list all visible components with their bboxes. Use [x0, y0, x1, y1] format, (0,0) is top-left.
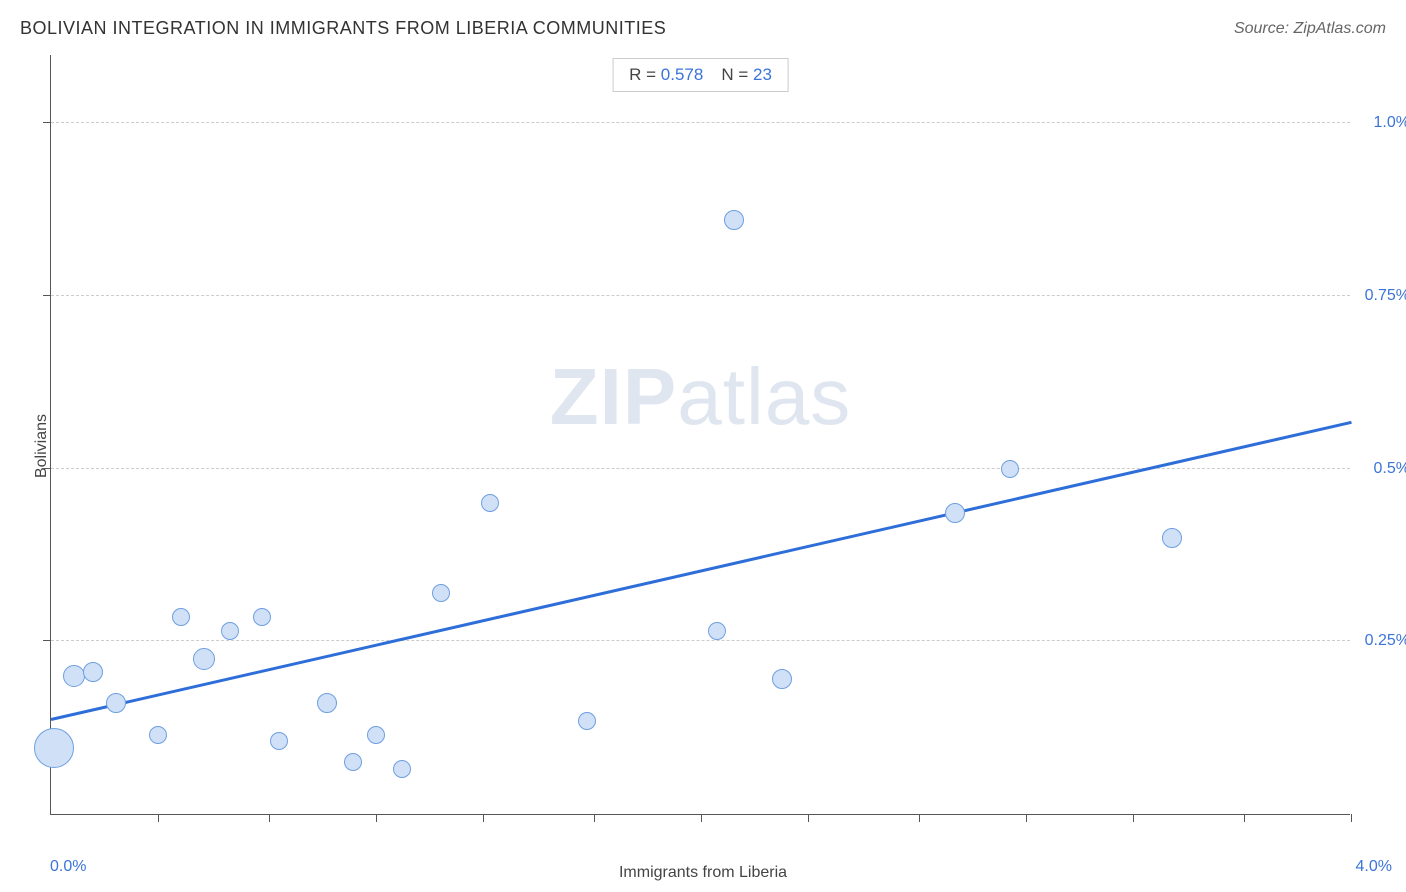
y-tick: [43, 640, 51, 641]
x-tick: [269, 814, 270, 822]
data-point: [34, 728, 74, 768]
x-tick: [808, 814, 809, 822]
data-point: [393, 760, 411, 778]
x-tick: [594, 814, 595, 822]
data-point: [63, 665, 85, 687]
gridline-h: [51, 640, 1350, 641]
watermark-a: ZIP: [550, 352, 677, 441]
y-tick-label: 0.75%: [1355, 287, 1406, 305]
x-tick: [1133, 814, 1134, 822]
page-title: BOLIVIAN INTEGRATION IN IMMIGRANTS FROM …: [20, 18, 666, 39]
data-point: [724, 210, 744, 230]
y-tick: [43, 122, 51, 123]
watermark-b: atlas: [677, 352, 851, 441]
data-point: [344, 753, 362, 771]
data-point: [708, 622, 726, 640]
y-tick-label: 0.25%: [1355, 632, 1406, 650]
y-tick-label: 1.0%: [1355, 114, 1406, 132]
x-tick: [376, 814, 377, 822]
data-point: [432, 584, 450, 602]
x-tick: [701, 814, 702, 822]
x-tick-min: 0.0%: [50, 858, 86, 876]
x-axis-label: Immigrants from Liberia: [619, 864, 787, 882]
x-tick-max: 4.0%: [1356, 858, 1392, 876]
data-point: [270, 732, 288, 750]
data-point: [317, 693, 337, 713]
y-tick: [43, 295, 51, 296]
data-point: [481, 494, 499, 512]
r-label: R =: [629, 65, 656, 84]
x-tick: [919, 814, 920, 822]
data-point: [1001, 460, 1019, 478]
source-label: Source: ZipAtlas.com: [1234, 20, 1386, 38]
gridline-h: [51, 295, 1350, 296]
data-point: [1162, 528, 1182, 548]
x-tick: [1026, 814, 1027, 822]
data-point: [106, 693, 126, 713]
data-point: [149, 726, 167, 744]
data-point: [193, 648, 215, 670]
x-tick: [483, 814, 484, 822]
data-point: [367, 726, 385, 744]
stats-box: R = 0.578 N = 23: [612, 58, 789, 92]
data-point: [772, 669, 792, 689]
n-value: 23: [753, 65, 772, 84]
data-point: [578, 712, 596, 730]
data-point: [221, 622, 239, 640]
data-point: [83, 662, 103, 682]
r-stat: R = 0.578: [629, 65, 703, 85]
y-tick: [43, 468, 51, 469]
gridline-h: [51, 122, 1350, 123]
n-label: N =: [721, 65, 748, 84]
watermark: ZIPatlas: [550, 351, 851, 443]
y-tick-label: 0.5%: [1355, 460, 1406, 478]
n-stat: N = 23: [721, 65, 772, 85]
data-point: [253, 608, 271, 626]
x-tick: [1351, 814, 1352, 822]
data-point: [945, 503, 965, 523]
x-tick: [1244, 814, 1245, 822]
trend-line: [51, 421, 1352, 721]
data-point: [172, 608, 190, 626]
x-tick: [158, 814, 159, 822]
scatter-chart: ZIPatlas R = 0.578 N = 23 0.25%0.5%0.75%…: [50, 55, 1350, 815]
r-value: 0.578: [661, 65, 704, 84]
